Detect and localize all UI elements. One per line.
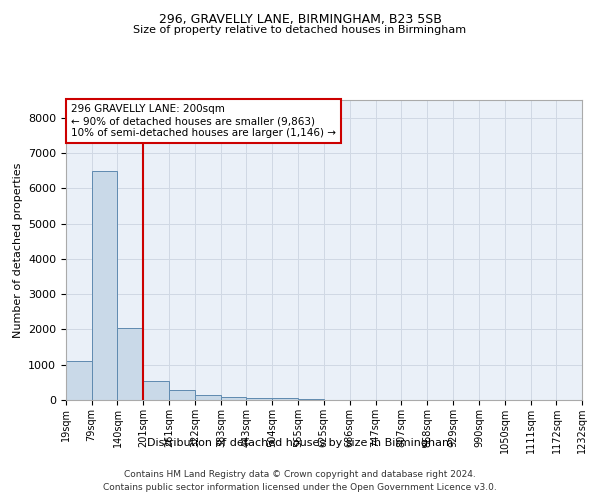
Bar — [92, 170, 118, 400]
Bar — [66, 361, 92, 400]
Y-axis label: Number of detached properties: Number of detached properties — [13, 162, 23, 338]
Text: Distribution of detached houses by size in Birmingham: Distribution of detached houses by size … — [147, 438, 453, 448]
Bar — [298, 399, 324, 400]
Text: Size of property relative to detached houses in Birmingham: Size of property relative to detached ho… — [133, 25, 467, 35]
Bar — [143, 382, 169, 400]
Text: 296, GRAVELLY LANE, BIRMINGHAM, B23 5SB: 296, GRAVELLY LANE, BIRMINGHAM, B23 5SB — [158, 12, 442, 26]
Bar — [195, 395, 221, 400]
Bar — [118, 328, 143, 400]
Text: Contains public sector information licensed under the Open Government Licence v3: Contains public sector information licen… — [103, 484, 497, 492]
Text: Contains HM Land Registry data © Crown copyright and database right 2024.: Contains HM Land Registry data © Crown c… — [124, 470, 476, 479]
Bar — [221, 397, 247, 400]
Text: 296 GRAVELLY LANE: 200sqm
← 90% of detached houses are smaller (9,863)
10% of se: 296 GRAVELLY LANE: 200sqm ← 90% of detac… — [71, 104, 336, 138]
Bar — [247, 398, 272, 400]
Bar — [169, 390, 195, 400]
Bar — [272, 398, 298, 400]
